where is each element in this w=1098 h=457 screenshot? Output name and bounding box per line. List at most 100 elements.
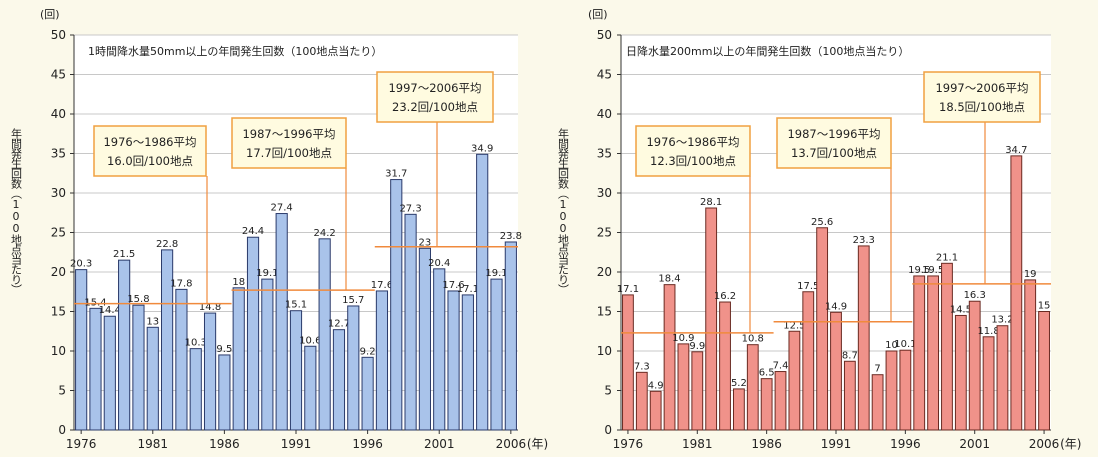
bar-1992 bbox=[843, 360, 856, 431]
bar-1976 bbox=[622, 294, 634, 431]
data-label-2001: 16.3 bbox=[964, 290, 986, 301]
data-label-2004: 34.7 bbox=[1005, 145, 1027, 156]
data-label-1999: 21.1 bbox=[936, 252, 958, 263]
y-unit-label: (回) bbox=[40, 8, 60, 21]
data-label-1989: 19.1 bbox=[256, 268, 278, 279]
bar-1985 bbox=[203, 312, 217, 431]
bar-1983 bbox=[719, 301, 731, 431]
data-label-1987: 7.4 bbox=[773, 361, 789, 372]
data-label-1997: 19.5 bbox=[908, 265, 930, 276]
bar-1980 bbox=[132, 304, 145, 431]
bar-2000 bbox=[954, 314, 967, 431]
bar-1982 bbox=[161, 249, 174, 431]
bar-1984 bbox=[189, 348, 202, 431]
bar-1986 bbox=[760, 378, 773, 431]
y-axis-label: 年間発生回数（100地点当たり） bbox=[557, 127, 570, 294]
x-tick-label: 2006 bbox=[496, 437, 527, 451]
y-tick-label: 30 bbox=[597, 186, 612, 200]
y-tick-label: 50 bbox=[597, 28, 612, 42]
data-label-2003: 17.1 bbox=[457, 284, 479, 295]
bar-1987 bbox=[232, 287, 245, 431]
chart-title: 日降水量200mm以上の年間発生回数（100地点当たり） bbox=[626, 44, 909, 58]
data-label-1987: 18 bbox=[232, 277, 245, 288]
data-label-1990: 27.4 bbox=[271, 203, 293, 214]
y-tick-label: 35 bbox=[51, 147, 66, 161]
bar-1987 bbox=[774, 371, 787, 431]
data-label-2006: 15 bbox=[1038, 301, 1051, 312]
bar-1989 bbox=[802, 291, 815, 431]
data-label-1996: 9.2 bbox=[360, 346, 376, 357]
average-label-value: 18.5回/100地点 bbox=[939, 100, 1025, 114]
average-annotation-box bbox=[923, 71, 1041, 123]
bar-1998 bbox=[927, 275, 940, 431]
y-tick-label: 25 bbox=[51, 226, 66, 240]
data-label-2000: 14.5 bbox=[950, 304, 972, 315]
y-axis-label: 年間発生回数（100地点当たり） bbox=[10, 127, 23, 294]
bar-1993 bbox=[857, 245, 870, 431]
data-label-1992: 10.6 bbox=[299, 335, 321, 346]
bar-1999 bbox=[941, 262, 953, 431]
x-tick-label: 1996 bbox=[890, 437, 921, 451]
x-tick-label: 1981 bbox=[682, 437, 713, 451]
bar-2001 bbox=[968, 300, 981, 431]
data-label-1980: 10.9 bbox=[672, 333, 694, 344]
bar-1982 bbox=[705, 207, 718, 431]
x-tick-label: 1986 bbox=[209, 437, 240, 451]
data-label-2000: 23 bbox=[419, 237, 432, 248]
bar-1988 bbox=[788, 330, 801, 431]
data-label-1980: 15.8 bbox=[127, 294, 149, 305]
bar-1993 bbox=[318, 238, 331, 431]
average-label-period: 1976～1986平均 bbox=[646, 135, 739, 149]
bar-1981 bbox=[691, 351, 704, 431]
bar-2002 bbox=[447, 290, 460, 431]
bar-1998 bbox=[390, 179, 403, 431]
bar-1994 bbox=[332, 329, 346, 431]
y-tick-label: 20 bbox=[51, 265, 66, 279]
data-label-1978: 14.4 bbox=[99, 305, 121, 316]
data-label-1998: 19.5 bbox=[922, 265, 944, 276]
bar-1976 bbox=[75, 269, 88, 431]
bar-1995 bbox=[347, 305, 360, 431]
data-label-1992: 8.7 bbox=[842, 350, 858, 361]
x-tick-label: 2001 bbox=[959, 437, 990, 451]
data-label-1996: 10.1 bbox=[894, 339, 916, 350]
bar-1977 bbox=[89, 307, 102, 431]
bar-2003 bbox=[461, 294, 474, 431]
data-label-1995: 15.7 bbox=[342, 295, 364, 306]
data-label-1994: 7 bbox=[874, 364, 880, 375]
data-label-1990: 25.6 bbox=[811, 217, 833, 228]
bar-2004 bbox=[476, 153, 489, 431]
y-tick-label: 15 bbox=[51, 305, 66, 319]
data-label-1979: 21.5 bbox=[113, 249, 135, 260]
data-label-1982: 22.8 bbox=[156, 239, 178, 250]
data-label-1993: 23.3 bbox=[853, 235, 875, 246]
bar-1999 bbox=[404, 213, 417, 431]
bar-1990 bbox=[275, 213, 288, 431]
bar-1979 bbox=[663, 284, 676, 431]
bar-2004 bbox=[1010, 155, 1023, 431]
data-label-2003: 13.2 bbox=[991, 315, 1013, 326]
data-label-2004: 34.9 bbox=[471, 143, 493, 154]
data-label-1994: 12.7 bbox=[328, 319, 350, 330]
x-tick-label: 2001 bbox=[424, 437, 455, 451]
y-tick-label: 10 bbox=[51, 344, 66, 358]
data-label-1986: 9.5 bbox=[216, 344, 232, 355]
y-tick-label: 5 bbox=[604, 384, 612, 398]
data-label-2002: 17.6 bbox=[442, 280, 464, 291]
bar-1995 bbox=[885, 350, 898, 431]
y-tick-label: 15 bbox=[597, 305, 612, 319]
average-label-value: 13.7回/100地点 bbox=[791, 146, 877, 160]
average-annotation-box bbox=[231, 117, 347, 169]
bar-1997 bbox=[375, 290, 389, 431]
data-label-1982: 28.1 bbox=[700, 197, 722, 208]
y-tick-label: 0 bbox=[604, 423, 612, 437]
data-label-1977: 15.4 bbox=[84, 297, 106, 308]
y-tick-label: 0 bbox=[58, 423, 66, 437]
average-label-period: 1976～1986平均 bbox=[103, 135, 196, 149]
data-label-1976: 17.1 bbox=[617, 284, 639, 295]
x-tick-label: 1991 bbox=[281, 437, 312, 451]
average-label-period: 1997～2006平均 bbox=[935, 81, 1028, 95]
bar-1992 bbox=[304, 345, 317, 431]
average-label-value: 16.0回/100地点 bbox=[107, 154, 193, 168]
